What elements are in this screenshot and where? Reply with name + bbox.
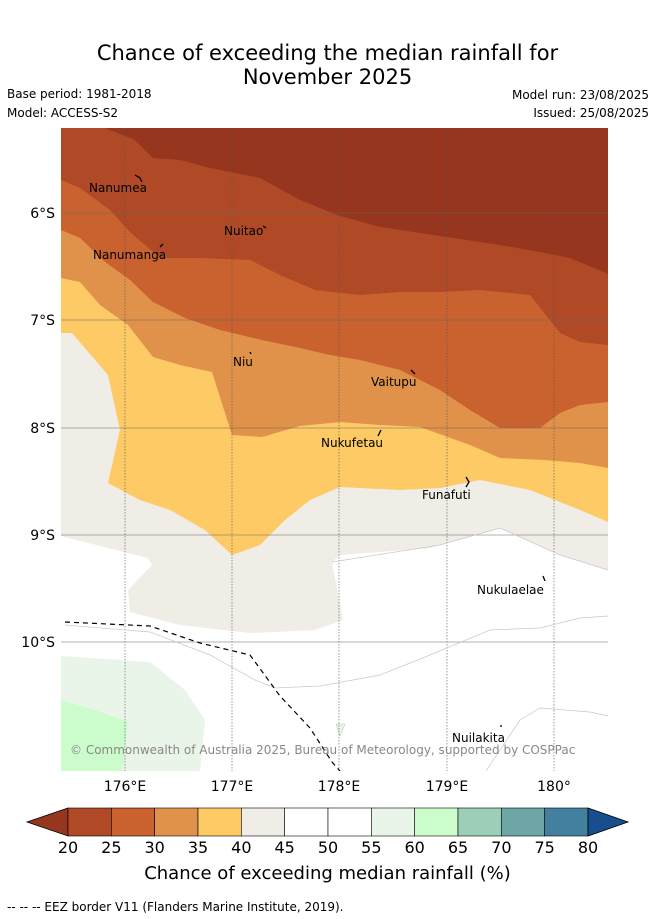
- colorbar-segment: [414, 807, 459, 837]
- lon-label-180: 180°: [537, 779, 571, 795]
- label-niu: Niu: [233, 355, 253, 369]
- lat-label-8s: 8°S: [30, 421, 55, 437]
- lat-axis: 6°S 7°S 8°S 9°S 10°S: [21, 206, 55, 651]
- lat-label-6s: 6°S: [30, 206, 55, 222]
- colorbar-tick-label: 35: [188, 838, 208, 857]
- label-nanumea: Nanumea: [89, 181, 147, 195]
- copyright-text: © Commonwealth of Australia 2025, Bureau…: [70, 743, 575, 757]
- band-under-20: [105, 128, 608, 274]
- colorbar-tick-label: 55: [361, 838, 381, 857]
- colorbar-segment: [197, 807, 242, 837]
- label-nuitao: Nuitao: [224, 224, 263, 238]
- colorbar-segment: [327, 807, 372, 837]
- label-nanumanga: Nanumanga: [93, 248, 166, 262]
- band-60-65: [61, 700, 128, 771]
- label-vaitupu: Vaitupu: [371, 375, 417, 389]
- colorbar-tick-label: 40: [231, 838, 251, 857]
- label-funafuti: Funafuti: [422, 488, 471, 502]
- eez-border: [64, 621, 341, 771]
- colorbar: 20 25 30 35 40 45 50 55 60 65 70 75 80: [25, 807, 630, 857]
- map-title-line1: Chance of exceeding the median rainfall …: [96, 41, 559, 65]
- colorbar-tick-label: 75: [534, 838, 554, 857]
- eez-footer-note: -- -- -- EEZ border V11 (Flanders Marine…: [7, 900, 344, 914]
- colorbar-segment: [501, 807, 545, 837]
- lon-label-179e: 179°E: [426, 779, 469, 795]
- colorbar-segment: [67, 807, 112, 837]
- colorbar-segment: [154, 807, 199, 837]
- island-shapes: [134, 174, 546, 727]
- grid-lon: [124, 128, 555, 771]
- colorbar-tick-label: 25: [101, 838, 121, 857]
- colorbar-segment: [111, 807, 155, 837]
- lon-label-176e: 176°E: [104, 779, 147, 795]
- colorbar-tick-label: 70: [491, 838, 511, 857]
- colorbar-under-arrow: [25, 807, 69, 837]
- colorbar-tick-label: 20: [58, 838, 78, 857]
- lon-label-177e: 177°E: [211, 779, 254, 795]
- model-run: Model run: 23/08/2025: [511, 88, 649, 102]
- contour-lines: [64, 527, 608, 771]
- colorbar-segment: [241, 807, 285, 837]
- colorbar-tick-label: 45: [274, 838, 294, 857]
- map-fill: © Commonwealth of Australia 2025, Bureau…: [61, 128, 608, 771]
- lon-label-178e: 178°E: [318, 779, 361, 795]
- base-period: Base period: 1981-2018: [7, 87, 152, 101]
- colorbar-tick-label: 65: [448, 838, 468, 857]
- model-name: Model: ACCESS-S2: [7, 106, 119, 120]
- colorbar-over-arrow: [587, 807, 630, 837]
- label-nukufetau: Nukufetau: [321, 436, 383, 450]
- issued-date: Issued: 25/08/2025: [533, 106, 649, 120]
- colorbar-tick-label: 60: [404, 838, 424, 857]
- colorbar-tick-label: 80: [578, 838, 598, 857]
- label-nukulaelae: Nukulaelae: [477, 583, 544, 597]
- colorbar-title: Chance of exceeding median rainfall (%): [144, 863, 511, 884]
- map-title-line2: November 2025: [242, 65, 413, 89]
- colorbar-tick-label: 50: [318, 838, 338, 857]
- grid-lat: [61, 212, 608, 643]
- colorbar-segment: [544, 807, 589, 837]
- lat-label-9s: 9°S: [30, 528, 55, 544]
- lon-axis: 176°E 177°E 178°E 179°E 180°: [104, 779, 571, 795]
- label-nuilakita: Nuilakita: [452, 731, 505, 745]
- colorbar-segment: [284, 807, 329, 837]
- island-labels: Nanumea Nuitao Nanumanga Niu Vaitupu Nuk…: [89, 181, 544, 745]
- colorbar-segment: [371, 807, 415, 837]
- lat-label-10s: 10°S: [21, 635, 55, 651]
- band-55-60-small: [335, 723, 346, 737]
- colorbar-segment: [457, 807, 502, 837]
- lat-label-7s: 7°S: [30, 313, 55, 329]
- colorbar-tick-label: 30: [144, 838, 164, 857]
